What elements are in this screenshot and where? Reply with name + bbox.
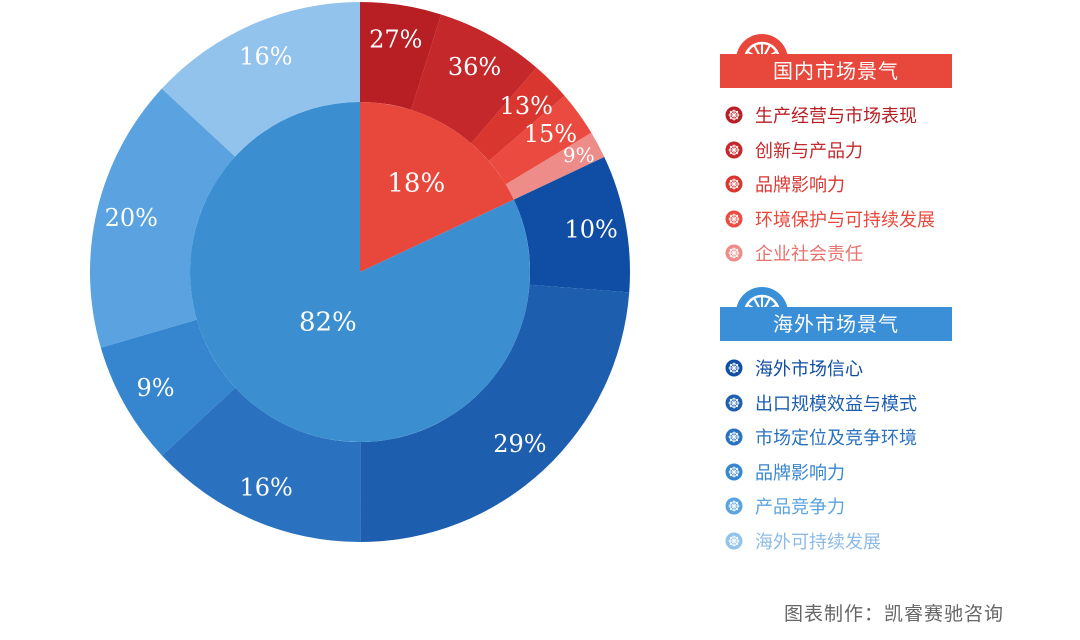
inner-slice: [190, 102, 531, 442]
outer-slice: [161, 2, 360, 157]
wheel-dot-icon: [725, 210, 743, 228]
outer-slice-label: 16%: [239, 473, 292, 501]
chart-credit: 图表制作：凯睿赛驰咨询: [783, 603, 1004, 625]
outer-slice: [100, 319, 236, 456]
outer-slice-label: 13%: [500, 92, 553, 120]
outer-slice: [488, 95, 592, 185]
legend-overseas-header: 海外市场景气: [720, 283, 952, 341]
outer-slice-label: 10%: [564, 215, 617, 243]
legend-overseas: 海外市场景气 海外市场信心 出口规模效益与模式 市场定位及竞争环境: [720, 283, 952, 558]
wheel-dot-icon: [725, 106, 743, 124]
wheel-dot-icon: [725, 175, 743, 193]
legend-item-label: 出口规模效益与模式: [755, 393, 917, 415]
outer-slice: [505, 132, 605, 200]
inner-slice-label: 82%: [299, 308, 357, 338]
outer-slice: [90, 88, 236, 348]
outer-slice: [162, 387, 361, 542]
wheel-dot-icon: [725, 359, 743, 377]
outer-slice-label: 15%: [524, 120, 577, 148]
legend-item: 出口规模效益与模式: [720, 386, 917, 421]
wheel-dot-icon: [725, 141, 743, 159]
legend-item-label: 品牌影响力: [755, 462, 845, 484]
wheel-icon: [736, 34, 788, 60]
outer-slice-label: 9%: [137, 374, 175, 402]
legend-item-label: 创新与产品力: [755, 140, 863, 162]
wheel-dot-icon: [725, 244, 743, 262]
wheel-dot-icon: [725, 428, 743, 446]
legend-item-label: 生产经营与市场表现: [755, 106, 917, 128]
inner-slice-label: 18%: [387, 168, 445, 198]
outer-slice-label: 29%: [493, 430, 546, 458]
legend-item: 企业社会责任: [720, 236, 935, 271]
outer-slice-label: 36%: [448, 53, 501, 81]
legend-item: 环境保护与可持续发展: [720, 202, 935, 237]
legend-item-label: 海外可持续发展: [755, 531, 881, 553]
legend-domestic-title: 国内市场景气: [720, 54, 952, 88]
legend-item-label: 品牌影响力: [755, 175, 845, 197]
legend-item: 市场定位及竞争环境: [720, 420, 917, 455]
legend-item-label: 企业社会责任: [755, 244, 863, 266]
outer-slice-label: 20%: [105, 204, 158, 232]
wheel-dot-icon: [725, 394, 743, 412]
legend-domestic: 国内市场景气 生产经营与市场表现 创新与产品力 品牌影响力: [720, 30, 952, 271]
legend-item: 生产经营与市场表现: [720, 98, 935, 133]
outer-slice-label: 9%: [563, 143, 595, 167]
outer-slice: [360, 284, 630, 542]
outer-slice: [471, 67, 565, 162]
wheel-dot-icon: [725, 497, 743, 515]
outer-slice-label: 16%: [239, 43, 292, 71]
legend-item: 创新与产品力: [720, 133, 935, 168]
outer-slice: [411, 14, 537, 144]
legend-overseas-title: 海外市场景气: [720, 307, 952, 341]
legend-overseas-list: 海外市场信心 出口规模效益与模式 市场定位及竞争环境 品牌影响力: [720, 351, 917, 558]
legend-item: 海外可持续发展: [720, 524, 917, 559]
legend-item: 品牌影响力: [720, 167, 935, 202]
legend-item: 产品竞争力: [720, 489, 917, 524]
wheel-dot-icon: [725, 463, 743, 481]
legend-item-label: 市场定位及竞争环境: [755, 428, 917, 450]
outer-slice-label: 27%: [369, 26, 422, 54]
inner-ring: [190, 102, 531, 442]
outer-ring: [90, 2, 630, 542]
wheel-dot-icon: [725, 532, 743, 550]
legend-item: 海外市场信心: [720, 351, 917, 386]
legend-item-label: 环境保护与可持续发展: [755, 209, 935, 231]
legend-item-label: 海外市场信心: [755, 359, 863, 381]
inner-slice: [360, 102, 514, 272]
outer-slice: [360, 2, 442, 110]
legend-item-label: 产品竞争力: [755, 497, 845, 519]
legend-domestic-header: 国内市场景气: [720, 30, 952, 88]
outer-slice: [513, 157, 630, 293]
legend-item: 品牌影响力: [720, 455, 917, 490]
legend-domestic-list: 生产经营与市场表现 创新与产品力 品牌影响力 环境保护与可持续发展: [720, 98, 935, 271]
slice-labels: 27%36%13%15%9%10%29%16%9%20%16%18%82%: [105, 26, 618, 502]
